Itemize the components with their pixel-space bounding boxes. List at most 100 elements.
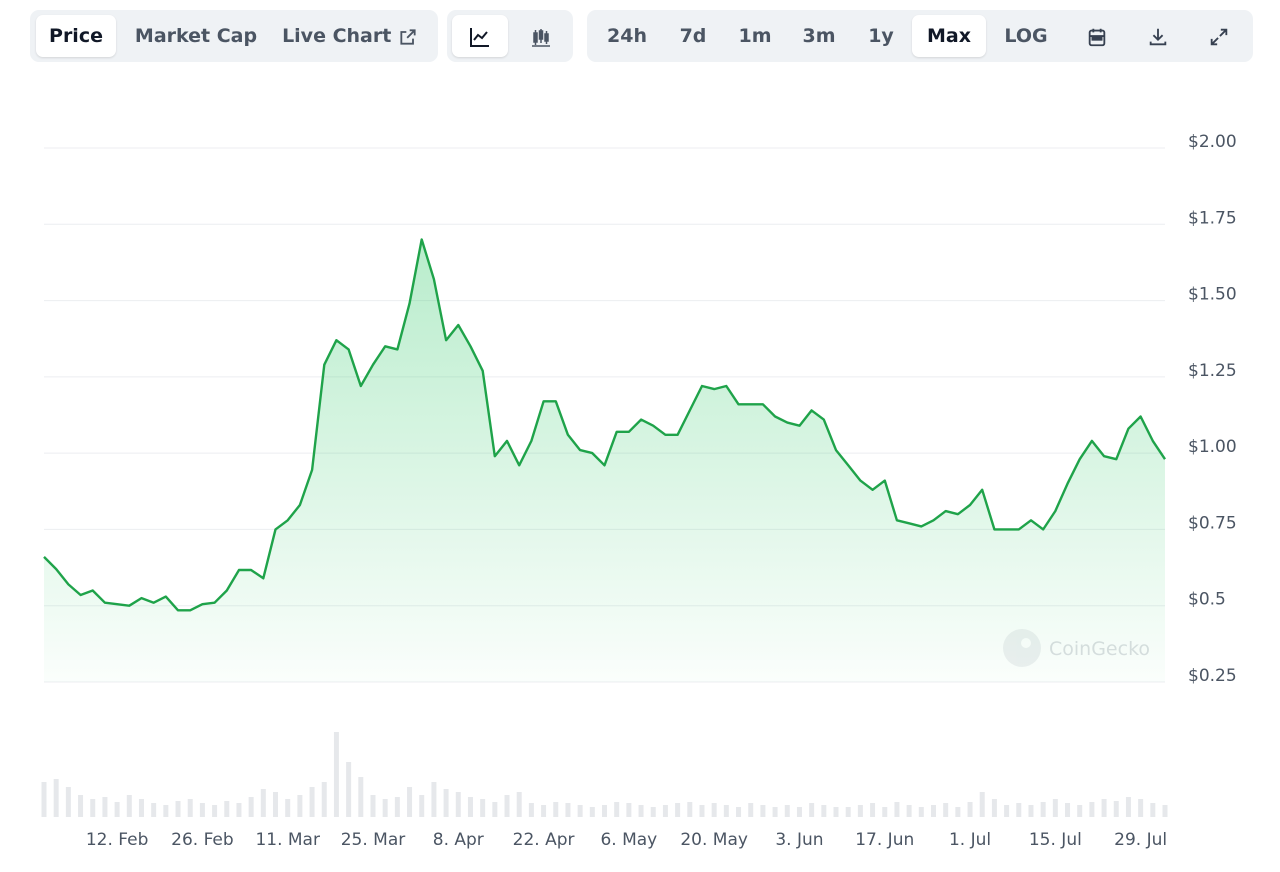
volume-bar	[687, 802, 693, 817]
volume-bar	[565, 803, 571, 817]
range-button[interactable]: 24h	[593, 15, 661, 57]
volume-bar	[821, 805, 827, 817]
volume-bar	[1065, 803, 1071, 817]
volume-bar	[1028, 805, 1034, 817]
y-tick-label: $1.75	[1188, 208, 1237, 228]
volume-bar	[541, 805, 547, 817]
volume-bar	[930, 805, 936, 817]
volume-bar	[955, 807, 961, 817]
volume-bar	[1004, 805, 1010, 817]
volume-bar	[736, 807, 742, 817]
line-chart-button[interactable]	[452, 15, 508, 57]
x-tick-label: 22. Apr	[513, 830, 575, 850]
candle-chart-button[interactable]	[513, 15, 569, 57]
volume-bar	[407, 787, 413, 817]
volume-bar	[224, 801, 230, 817]
range-button-label: 1y	[868, 25, 894, 47]
volume-bar	[1150, 803, 1156, 817]
volume-bar	[467, 797, 473, 817]
volume-bar	[212, 805, 218, 817]
volume-bar	[394, 797, 400, 817]
volume-bar	[675, 803, 681, 817]
volume-bar	[419, 795, 425, 817]
volume-bar	[760, 805, 766, 817]
volume-bar	[516, 792, 522, 817]
calendar-button[interactable]	[1075, 15, 1119, 57]
volume-bar	[151, 803, 157, 817]
volume-bar	[248, 797, 254, 817]
volume-bar	[1162, 805, 1168, 817]
y-tick-label: $0.25	[1188, 666, 1237, 686]
volume-bar	[236, 803, 242, 817]
volume-bar	[53, 779, 59, 817]
volume-bar	[102, 797, 108, 817]
x-tick-label: 6. May	[600, 830, 657, 850]
y-tick-label: $1.00	[1188, 437, 1237, 457]
tab[interactable]: Price	[36, 15, 116, 57]
volume-bar	[431, 782, 437, 817]
volume-bar	[906, 805, 912, 817]
volume-bar	[723, 805, 729, 817]
y-tick-label: $0.5	[1188, 590, 1226, 610]
watermark: CoinGecko	[1003, 629, 1150, 667]
volume-bar	[114, 802, 120, 817]
range-group: 24h 7d 1m 3m 1y Max LOG	[587, 10, 1253, 62]
volume-bar	[833, 807, 839, 817]
x-tick-label: 15. Jul	[1029, 830, 1082, 850]
volume-bar	[809, 803, 815, 817]
y-tick-label: $1.50	[1188, 285, 1237, 305]
volume-bar	[321, 782, 327, 817]
external-icon	[400, 28, 416, 45]
volume-bar	[90, 799, 96, 817]
tab-group: Price Market Cap Live Chart	[30, 10, 438, 62]
volume-bar	[126, 795, 132, 817]
x-tick-label: 3. Jun	[775, 830, 823, 850]
range-button-label: 3m	[802, 25, 836, 47]
volume-bar	[1125, 797, 1131, 817]
volume-bar	[772, 807, 778, 817]
volume-bar	[480, 799, 486, 817]
volume-bar	[138, 799, 144, 817]
download-button[interactable]	[1136, 15, 1180, 57]
volume-bar	[382, 799, 388, 817]
volume-bar	[845, 807, 851, 817]
chart-type-group	[447, 10, 573, 62]
volume-bar	[784, 805, 790, 817]
volume-bar	[1052, 799, 1058, 817]
volume-bar	[748, 803, 754, 817]
volume-bar	[882, 807, 888, 817]
volume-bar	[285, 799, 291, 817]
volume-bar	[589, 807, 595, 817]
tab[interactable]: Market Cap	[124, 15, 268, 57]
fullscreen-button[interactable]	[1197, 15, 1241, 57]
volume-bar	[1113, 801, 1119, 817]
x-tick-label: 20. May	[680, 830, 748, 850]
range-button[interactable]: 1m	[725, 15, 785, 57]
volume-bar	[370, 795, 376, 817]
volume-bar	[857, 805, 863, 817]
range-button[interactable]: 7d	[663, 15, 723, 57]
x-tick-label: 25. Mar	[341, 830, 406, 850]
volume-bar	[273, 792, 279, 817]
tab[interactable]: Live Chart	[276, 15, 424, 57]
x-tick-label: 1. Jul	[949, 830, 991, 850]
range-button[interactable]: Max	[912, 15, 986, 57]
volume-bar	[358, 777, 364, 817]
volume-bar	[346, 762, 352, 817]
range-button[interactable]: 1y	[853, 15, 909, 57]
range-button[interactable]: 3m	[787, 15, 851, 57]
tab-label: Price	[49, 25, 103, 47]
range-button[interactable]: LOG	[993, 15, 1059, 57]
volume-bar	[553, 802, 559, 817]
volume-bar	[650, 807, 656, 817]
volume-bar	[41, 782, 47, 817]
volume-bar	[918, 807, 924, 817]
y-tick-label: $0.75	[1188, 513, 1237, 533]
price-area	[44, 239, 1165, 682]
volume-bar	[492, 802, 498, 817]
volume-bar	[455, 792, 461, 817]
volume-bar	[991, 799, 997, 817]
x-tick-label: 11. Mar	[255, 830, 320, 850]
x-tick-label: 17. Jun	[855, 830, 914, 850]
